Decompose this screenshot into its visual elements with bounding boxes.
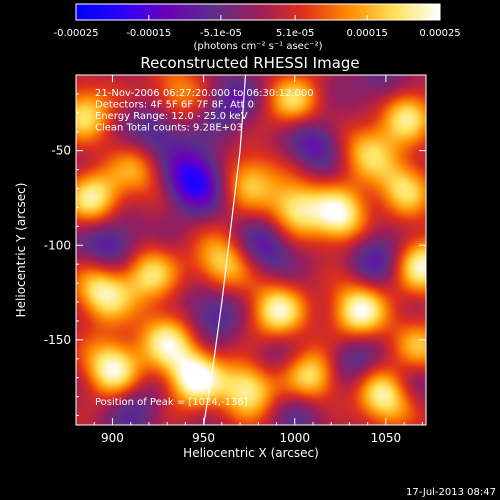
colorbar-tick-label: 0.00015 <box>347 28 388 39</box>
x-tick-label: 900 <box>101 431 124 445</box>
chart-title: Reconstructed RHESSI Image <box>140 54 359 72</box>
solar-limb-line <box>203 75 247 425</box>
x-tick-label: 950 <box>192 431 215 445</box>
x-tick-label: 1050 <box>371 431 402 445</box>
colorbar-units: (photons cm⁻² s⁻¹ asec⁻²) <box>193 41 322 52</box>
x-axis: 900 950 1000 1050 <box>75 75 423 445</box>
colorbar: -0.00025 -0.00015 -5.1e-05 5.1e-05 0.00015 0.… <box>54 3 461 52</box>
info-line: Energy Range: 12.0 - 25.0 keV <box>95 111 248 122</box>
info-line: Detectors: 4F 5F 6F 7F 8F, Att 0 <box>95 100 254 111</box>
y-axis-label: Heliocentric Y (arcsec) <box>14 183 28 318</box>
colorbar-ticks: -0.00025 -0.00015 -5.1e-05 5.1e-05 0.00015 0.… <box>54 15 461 39</box>
colorbar-tick-label: 0.00025 <box>419 28 460 39</box>
y-tick-label: -100 <box>44 238 71 252</box>
colorbar-gradient <box>75 3 441 21</box>
peak-position-label: Position of Peak = [1024,-136] <box>95 397 248 408</box>
info-annotations: 21-Nov-2006 06:27:20.000 to 06:30:12.000… <box>95 88 314 134</box>
info-line: Clean Total counts: 9.28E+03 <box>95 123 243 134</box>
plot-area: 21-Nov-2006 06:27:20.000 to 06:30:12.000… <box>44 74 427 445</box>
y-tick-label: -50 <box>51 144 71 158</box>
footer-date: 17-Jul-2013 08:47 <box>406 487 496 498</box>
colorbar-tick-label: -0.00025 <box>54 28 99 39</box>
info-line: 21-Nov-2006 06:27:20.000 to 06:30:12.000 <box>95 88 314 99</box>
x-axis-label: Heliocentric X (arcsec) <box>183 446 319 460</box>
plot-frame <box>75 74 427 426</box>
y-tick-label: -150 <box>44 333 71 347</box>
colorbar-tick-label: -0.00015 <box>126 28 171 39</box>
y-axis: -50 -100 -150 <box>44 74 426 417</box>
heatmap-image <box>76 75 426 425</box>
x-tick-label: 1000 <box>279 431 310 445</box>
colorbar-tick-label: -5.1e-05 <box>200 28 242 39</box>
colorbar-tick-label: 5.1e-05 <box>276 28 314 39</box>
